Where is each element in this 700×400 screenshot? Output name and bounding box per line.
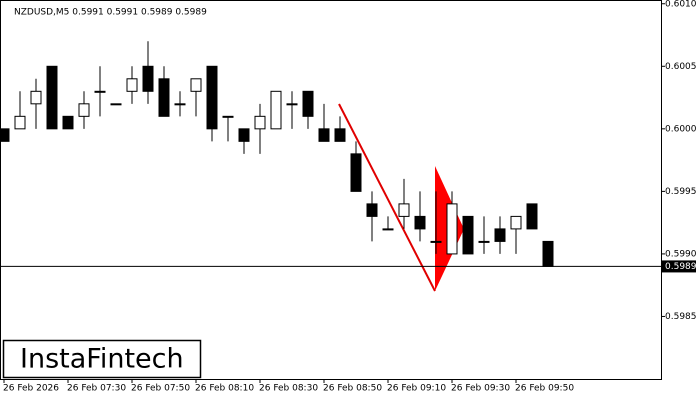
candle-body	[542, 240, 554, 267]
logo-box	[2, 339, 202, 379]
x-tick-label: 26 Feb 07:50	[131, 384, 190, 394]
x-tick-label: 26 Feb 08:50	[323, 384, 382, 394]
x-tick-label: 26 Feb 07:30	[67, 384, 126, 394]
candle-body	[430, 240, 442, 243]
candle-body	[318, 128, 330, 142]
x-tick-label: 26 Feb 08:30	[259, 384, 318, 394]
candle-body	[174, 103, 186, 106]
y-tick-label: 0.5985	[665, 312, 697, 322]
candle-body	[494, 228, 506, 242]
candle-body	[526, 203, 538, 230]
candle-body	[510, 215, 522, 230]
candle-body	[462, 215, 474, 255]
x-tick-label: 26 Feb 09:10	[387, 384, 446, 394]
candle-body	[94, 90, 106, 93]
candle-body	[414, 215, 426, 230]
candle-body	[78, 103, 90, 117]
candle-body	[206, 65, 218, 130]
x-tick-label: 26 Feb 09:30	[451, 384, 510, 394]
marks	[0, 41, 554, 267]
candle-body	[62, 115, 74, 130]
candle-body	[158, 78, 170, 117]
plot-frame	[0, 0, 662, 380]
y-tick-label: 0.5995	[665, 187, 697, 197]
candle-body	[14, 115, 26, 130]
logo: InstaFintech	[20, 344, 184, 375]
candle-body	[350, 153, 362, 192]
candle-body	[30, 90, 42, 105]
candle-body	[46, 65, 58, 130]
candle-body	[254, 115, 266, 130]
candle-body	[190, 78, 202, 92]
candle-body	[366, 203, 378, 217]
last-price-box	[662, 260, 696, 273]
x-tick-label: 26 Feb 09:50	[515, 384, 574, 394]
candle-body	[270, 90, 282, 130]
x-tick-label: 26 Feb 08:10	[195, 384, 254, 394]
x-tick-label: 26 Feb 2026	[3, 384, 59, 394]
pattern-pole	[338, 103, 436, 292]
candle-body	[382, 228, 394, 231]
candle-body	[222, 115, 234, 118]
candle-body	[302, 90, 314, 117]
candle-body	[446, 203, 458, 255]
candle-body	[142, 65, 154, 92]
candle-body	[238, 128, 250, 142]
candle-body	[478, 240, 490, 243]
y-tick-label: 0.6010	[665, 0, 697, 9]
chart-title: NZDUSD,M5 0.5991 0.5991 0.5989 0.5989	[14, 8, 207, 18]
y-tick-label: 0.6000	[665, 124, 697, 134]
candle-body	[126, 78, 138, 92]
candle-body	[286, 103, 298, 106]
candle-body	[110, 103, 122, 106]
candle-body	[0, 128, 10, 142]
candle-body	[334, 128, 346, 142]
y-tick-label: 0.5990	[665, 249, 697, 259]
candle-body	[398, 203, 410, 217]
last-price-label: 0.5989	[665, 262, 697, 272]
y-tick-label: 0.6005	[665, 62, 697, 72]
